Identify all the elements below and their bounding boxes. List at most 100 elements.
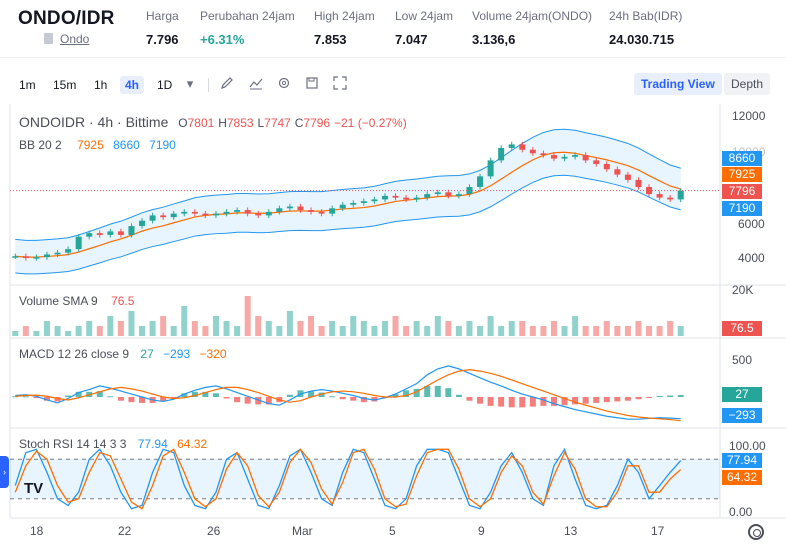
macd-histogram-bar [424, 385, 431, 397]
volume-bar [117, 321, 124, 336]
macd-histogram-bar [107, 396, 114, 398]
candle-body [603, 163, 610, 170]
volume-bar [276, 326, 283, 336]
fullscreen-icon[interactable] [332, 76, 348, 92]
candle-body [339, 204, 346, 209]
candle-body [43, 254, 50, 258]
candle-body [677, 190, 684, 200]
volume-bar [86, 321, 93, 336]
macd-histogram-bar [181, 393, 188, 397]
macd-axis-label: 500 [732, 353, 753, 367]
symbol-label: ONDOIDR · 4h · Bittime [19, 114, 169, 130]
chart-legend: ONDOIDR · 4h · Bittime O7801 H7853 L7747… [19, 114, 407, 130]
stoch-legend: Stoch RSI 14 14 3 3 77.94 64.32 [19, 437, 208, 451]
volume-legend: Volume SMA 9 76.5 [19, 294, 135, 308]
volume-bar [244, 296, 251, 336]
coin-link[interactable]: Ondo [60, 32, 90, 46]
candle-body [572, 155, 579, 157]
volume-bar [603, 321, 610, 336]
x-axis-label: 13 [564, 524, 578, 538]
market-stat: Volume 24jam(ONDO) 3.136,6 [472, 9, 592, 47]
macd-histogram-bar [244, 397, 251, 404]
dropdown-icon[interactable]: ▾ [186, 76, 194, 91]
depth-button[interactable]: Depth [724, 73, 771, 95]
expand-panel-arrow[interactable]: › [0, 456, 9, 488]
macd-histogram-bar [519, 397, 526, 408]
volume-bar [424, 326, 431, 336]
market-stat: High 24jam 7.853 [314, 9, 375, 47]
volume-bar [487, 316, 494, 336]
volume-bar [445, 321, 452, 336]
stoch-k-line [14, 447, 682, 510]
stat-label: Volume 24jam(ONDO) [472, 9, 593, 23]
volume-bar [75, 326, 82, 336]
volume-bar [413, 321, 420, 336]
candle-body [550, 155, 557, 159]
volume-bar [107, 316, 114, 336]
candle-body [582, 155, 589, 161]
volume-bar [371, 326, 378, 336]
x-axis-label: 5 [389, 524, 396, 538]
macd-histogram-bar [624, 397, 631, 401]
save-icon[interactable] [304, 76, 320, 92]
timeframe-1d[interactable]: 1D [157, 78, 173, 92]
volume-bar [12, 331, 19, 336]
candle-body [371, 199, 378, 202]
volume-bar [519, 321, 526, 336]
candle-body [96, 233, 103, 235]
tradingview-logo: TV [24, 480, 44, 497]
volume-bar [434, 316, 441, 336]
stoch-axis-label: 100.00 [729, 439, 766, 453]
price-axis-label: 12000 [732, 109, 766, 123]
macd-histogram-bar [656, 395, 663, 397]
candle-body [593, 160, 600, 164]
macd-histogram-bar [371, 397, 378, 402]
timeframe-15m[interactable]: 15m [53, 78, 77, 92]
volume-bar [212, 316, 219, 336]
volume-bar [297, 321, 304, 336]
bollinger-band-fill [15, 129, 681, 274]
volume-axis-label: 20K [732, 283, 754, 297]
pencil-icon[interactable] [219, 76, 235, 92]
candle-body [286, 206, 293, 209]
candle-body [624, 174, 631, 180]
volume-bar [477, 326, 484, 336]
x-axis-label: 9 [478, 524, 485, 538]
volume-tag: 76.5 [722, 321, 762, 336]
candle-body [561, 156, 568, 159]
candle-body [529, 149, 536, 154]
macd-histogram-bar [96, 391, 103, 397]
candle-body [308, 210, 315, 212]
volume-bar [181, 306, 188, 336]
stat-value: 7.047 [395, 32, 428, 47]
stoch-axis-label: 0.00 [729, 505, 753, 519]
volume-bar [550, 321, 557, 336]
high-value: 7853 [226, 116, 254, 130]
x-axis-label: 22 [118, 524, 132, 538]
stat-label: High 24jam [314, 9, 375, 23]
price-axis-label: 6000 [738, 217, 765, 231]
macd-histogram-bar [572, 397, 579, 405]
chart-settings-icon[interactable] [748, 524, 764, 540]
candle-body [22, 256, 29, 258]
timeframe-4h[interactable]: 4h [120, 76, 145, 94]
stat-value: +6.31% [200, 32, 245, 47]
macd-histogram-bar [466, 397, 473, 401]
indicator-icon[interactable] [248, 76, 264, 92]
bollinger-lower-line [15, 174, 681, 275]
gear-icon[interactable] [276, 76, 292, 92]
candle-body [244, 210, 251, 214]
timeframe-1m[interactable]: 1m [19, 78, 36, 92]
macd-histogram-bar [529, 397, 536, 407]
volume-bar [234, 326, 241, 336]
candle-body [508, 144, 515, 148]
timeframe-1h[interactable]: 1h [94, 78, 108, 92]
volume-bar [350, 316, 357, 336]
trading-view-button[interactable]: Trading View [634, 73, 722, 95]
macd-histogram-bar [212, 393, 219, 397]
candle-body [212, 213, 219, 216]
macd-signal-line [15, 369, 681, 422]
volume-bar [139, 326, 146, 336]
macd-histogram-bar [12, 396, 19, 398]
